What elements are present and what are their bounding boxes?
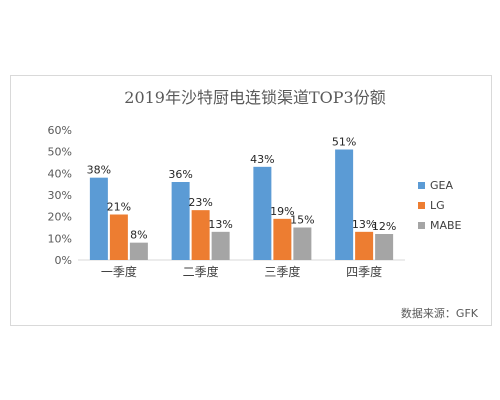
y-tick-label: 50% <box>48 146 72 159</box>
x-tick-label: 二季度 <box>183 264 219 279</box>
legend-swatch-mabe <box>418 222 425 229</box>
data-label: 15% <box>290 214 314 227</box>
legend-label: MABE <box>430 219 462 232</box>
bar-lg-2 <box>273 218 292 260</box>
y-tick-label: 0% <box>55 254 72 267</box>
data-label: 43% <box>250 153 274 166</box>
data-label: 51% <box>332 136 356 149</box>
bar-lg-3 <box>355 231 374 260</box>
chart-title: 2019年沙特厨电连锁渠道TOP3份额 <box>124 88 385 107</box>
data-label: 8% <box>130 229 147 242</box>
bar-mabe-0 <box>129 242 148 260</box>
data-label: 36% <box>168 168 192 181</box>
bar-lg-0 <box>109 214 128 260</box>
bar-lg-1 <box>191 210 210 260</box>
bar-mabe-2 <box>293 227 312 260</box>
y-tick-label: 20% <box>48 211 72 224</box>
data-label: 21% <box>107 201 131 214</box>
x-tick-label: 四季度 <box>346 264 382 279</box>
x-tick-label: 三季度 <box>264 264 300 279</box>
y-tick-label: 30% <box>48 189 72 202</box>
data-label: 38% <box>87 164 111 177</box>
source-note: 数据来源：GFK <box>401 306 479 320</box>
data-label: 23% <box>188 196 212 209</box>
data-label: 13% <box>208 218 232 231</box>
y-tick-label: 40% <box>48 167 72 180</box>
data-label: 12% <box>372 220 396 233</box>
legend-swatch-lg <box>418 202 425 209</box>
y-tick-label: 10% <box>48 232 72 245</box>
x-axis: 一季度 二季度 三季度 四季度 <box>78 259 405 279</box>
legend-label: GEA <box>430 179 453 192</box>
bar-labels: 38% 36% 43% 51% 21% 23% 19% 13% 8% 13% 15% 12% <box>87 136 397 242</box>
legend-label: LG <box>430 199 445 212</box>
data-label: 13% <box>352 218 376 231</box>
bars <box>89 149 394 260</box>
bar-mabe-1 <box>211 231 230 260</box>
bar-gea-3 <box>335 149 354 260</box>
y-tick-label: 60% <box>48 124 72 137</box>
data-label: 19% <box>270 205 294 218</box>
x-tick-label: 一季度 <box>101 264 137 279</box>
legend-swatch-gea <box>418 182 425 189</box>
y-axis: 0% 10% 20% 30% 40% 50% 60% <box>48 124 72 267</box>
bar-mabe-3 <box>375 234 394 260</box>
bar-gea-0 <box>89 177 108 260</box>
legend: GEA LG MABE <box>418 179 462 232</box>
bar-gea-2 <box>253 166 272 260</box>
bar-gea-1 <box>171 182 190 260</box>
